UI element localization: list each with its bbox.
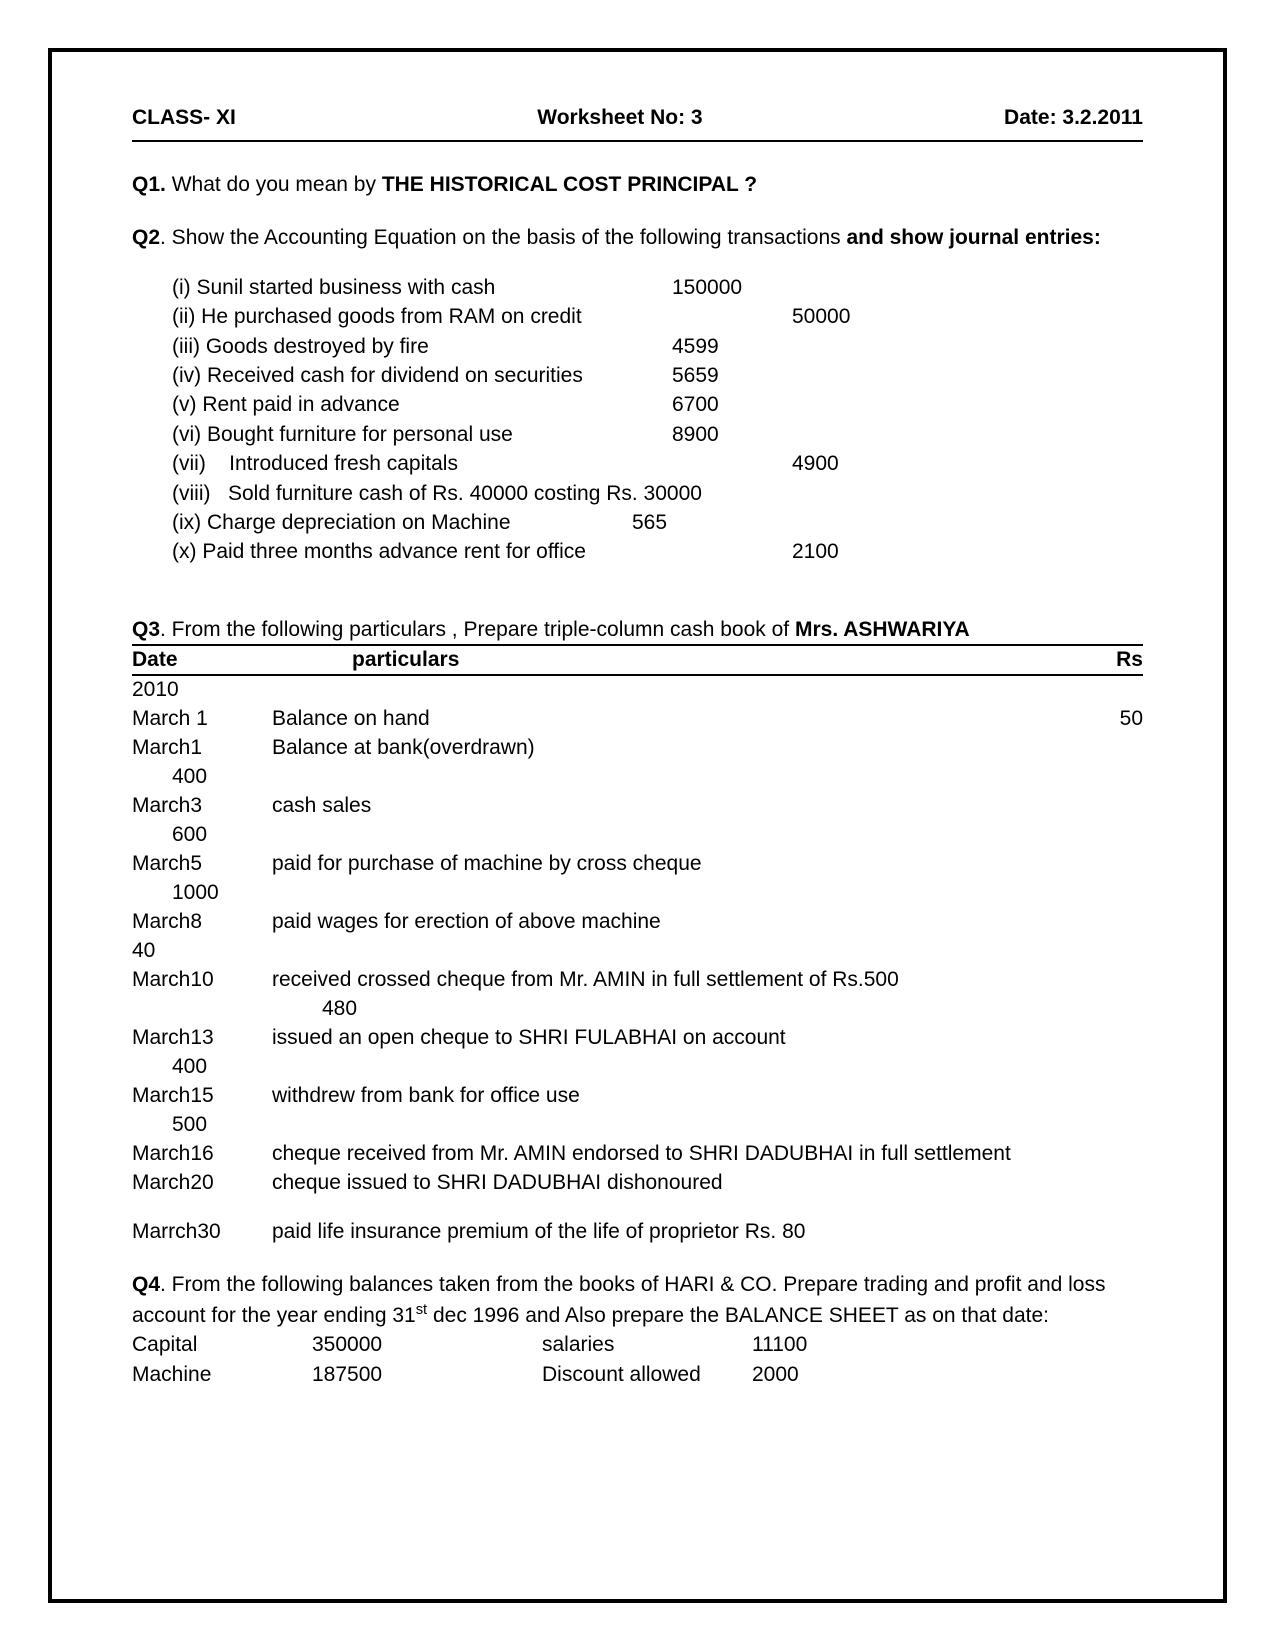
q4-sup: st xyxy=(416,1302,427,1318)
table-row: (iv) Received cash for dividend on secur… xyxy=(172,361,1143,390)
table-row: (vi) Bought furniture for personal use89… xyxy=(172,420,1143,449)
table-row: March3 cash sales 600 xyxy=(132,792,1143,850)
table-row: (i) Sunil started business with cash1500… xyxy=(172,273,1143,302)
table-row: (vii) Introduced fresh capitals4900 xyxy=(172,449,1143,478)
table-row: March 1 Balance on hand 50 xyxy=(132,705,1143,734)
q1-term: THE HISTORICAL COST PRINCIPAL ? xyxy=(382,173,757,196)
worksheet-header: CLASS- XI Worksheet No: 3 Date: 3.2.2011 xyxy=(132,96,1143,142)
q3-name: Mrs. ASHWARIYA xyxy=(795,618,970,641)
table-row: (ix) Charge depreciation on Machine565 xyxy=(172,508,1143,537)
table-row: March16 cheque received from Mr. AMIN en… xyxy=(132,1140,1143,1169)
page-border: CLASS- XI Worksheet No: 3 Date: 3.2.2011… xyxy=(48,48,1227,1603)
question-3: Q3. From the following particulars , Pre… xyxy=(132,615,1143,1247)
q2-suffix: and show journal entries: xyxy=(846,226,1100,249)
q3-table-header: Date particulars Rs xyxy=(132,644,1143,676)
table-row: March20 cheque issued to SHRI DADUBHAI d… xyxy=(132,1169,1143,1198)
date-label: Date: 3.2.2011 xyxy=(1004,106,1143,130)
table-row: Marrch30 paid life insurance premium of … xyxy=(132,1218,1143,1247)
question-2: Q2. Show the Accounting Equation on the … xyxy=(132,223,1143,566)
table-row: March5 paid for purchase of machine by c… xyxy=(132,850,1143,908)
q3-text: . From the following particulars , Prepa… xyxy=(160,618,795,641)
q2-prefix: Q2 xyxy=(132,226,160,249)
table-row: March8 paid wages for erection of above … xyxy=(132,908,1143,966)
worksheet-label: Worksheet No: 3 xyxy=(537,106,702,130)
table-row: March10 received crossed cheque from Mr.… xyxy=(132,966,1143,1024)
q2-transaction-list: (i) Sunil started business with cash1500… xyxy=(132,273,1143,567)
table-row: (iii) Goods destroyed by fire4599 xyxy=(172,332,1143,361)
question-1: Q1. What do you mean by THE HISTORICAL C… xyxy=(132,170,1143,199)
q2-text: . Show the Accounting Equation on the ba… xyxy=(160,226,846,249)
table-row: Machine 187500 Discount allowed 2000 xyxy=(132,1360,1143,1389)
table-row: March1 Balance at bank(overdrawn) 400 xyxy=(132,734,1143,792)
table-row: March13 issued an open cheque to SHRI FU… xyxy=(132,1024,1143,1082)
header-particulars: particulars xyxy=(272,648,1083,672)
table-row: (ii) He purchased goods from RAM on cred… xyxy=(172,302,1143,331)
q1-text: What do you mean by xyxy=(166,173,382,196)
table-row: Capital 350000 salaries 11100 xyxy=(132,1330,1143,1359)
table-row: March15 withdrew from bank for office us… xyxy=(132,1082,1143,1140)
q3-year: 2010 xyxy=(132,676,1143,705)
table-row: (x) Paid three months advance rent for o… xyxy=(172,537,1143,566)
question-4: Q4. From the following balances taken fr… xyxy=(132,1270,1143,1389)
header-rs: Rs xyxy=(1083,648,1143,672)
table-row: (v) Rent paid in advance6700 xyxy=(172,390,1143,419)
header-date: Date xyxy=(132,648,272,672)
class-label: CLASS- XI xyxy=(132,106,236,130)
q4-text2: dec 1996 and Also prepare the BALANCE SH… xyxy=(427,1304,1049,1327)
q3-prefix: Q3 xyxy=(132,618,160,641)
q4-prefix: Q4 xyxy=(132,1273,160,1296)
table-row: (viii) Sold furniture cash of Rs. 40000 … xyxy=(172,479,1143,508)
q1-prefix: Q1. xyxy=(132,173,166,196)
